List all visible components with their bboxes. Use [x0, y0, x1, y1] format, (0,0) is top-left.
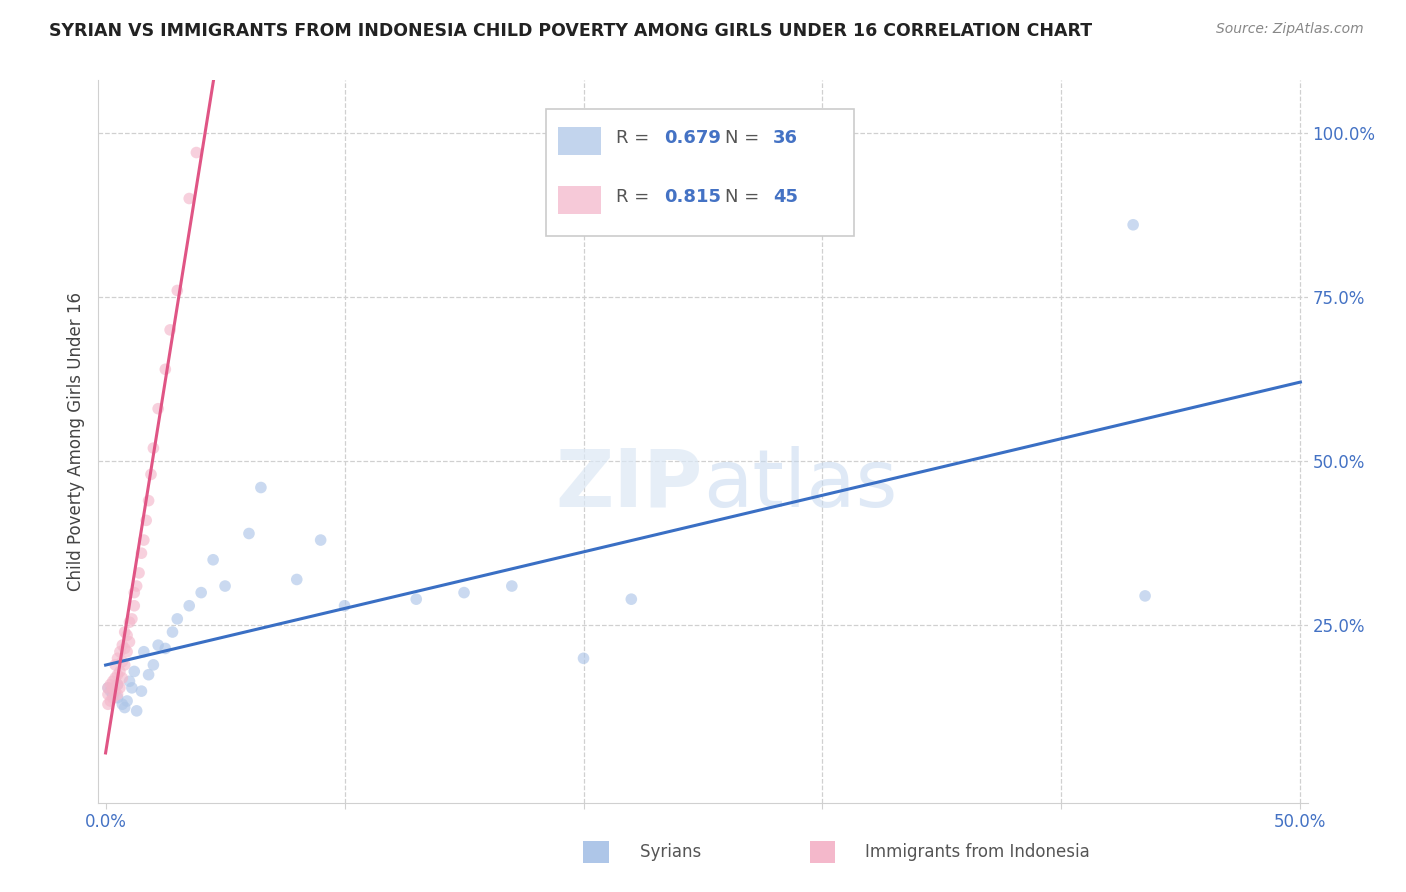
Point: [108, 645, 131, 659]
Point: [179, 192, 201, 206]
Point: [146, 638, 169, 652]
Point: [159, 323, 181, 337]
Point: [97, 681, 120, 695]
Point: [107, 677, 129, 691]
Point: [146, 401, 169, 416]
Point: [104, 671, 127, 685]
Point: [121, 612, 143, 626]
Point: [107, 690, 129, 705]
Point: [107, 667, 129, 681]
Text: SYRIAN VS IMMIGRANTS FROM INDONESIA CHILD POVERTY AMONG GIRLS UNDER 16 CORRELATI: SYRIAN VS IMMIGRANTS FROM INDONESIA CHIL…: [49, 22, 1092, 40]
Point: [138, 667, 160, 681]
Point: [155, 641, 177, 656]
Text: 0.679: 0.679: [664, 128, 721, 146]
Point: [107, 687, 129, 701]
Point: [115, 694, 138, 708]
Text: 36: 36: [773, 128, 799, 146]
Point: [142, 657, 165, 672]
Bar: [558, 128, 602, 154]
Point: [131, 546, 153, 560]
Point: [111, 698, 134, 712]
Point: [333, 599, 356, 613]
Point: [107, 677, 129, 691]
Point: [115, 645, 138, 659]
Point: [101, 681, 124, 695]
Point: [108, 665, 131, 679]
Point: [166, 284, 188, 298]
Point: [190, 585, 212, 599]
Point: [98, 677, 121, 691]
Point: [111, 671, 134, 685]
Text: R =: R =: [616, 188, 655, 206]
Point: [97, 687, 120, 701]
Point: [214, 579, 236, 593]
Point: [142, 441, 165, 455]
Point: [114, 657, 136, 672]
Y-axis label: Child Poverty Among Girls Under 16: Child Poverty Among Girls Under 16: [66, 292, 84, 591]
Point: [139, 467, 162, 482]
Point: [118, 674, 141, 689]
FancyBboxPatch shape: [546, 109, 855, 235]
Point: [101, 687, 124, 701]
Text: Source: ZipAtlas.com: Source: ZipAtlas.com: [1216, 22, 1364, 37]
Text: Immigrants from Indonesia: Immigrants from Indonesia: [844, 843, 1090, 861]
Point: [135, 513, 157, 527]
Point: [162, 625, 184, 640]
Point: [115, 628, 138, 642]
Point: [118, 635, 141, 649]
Point: [285, 573, 308, 587]
Point: [138, 493, 160, 508]
Point: [405, 592, 427, 607]
Point: [98, 694, 121, 708]
Text: 0.815: 0.815: [664, 188, 721, 206]
Point: [114, 700, 136, 714]
Text: atlas: atlas: [703, 446, 897, 524]
Point: [309, 533, 332, 547]
Point: [186, 145, 208, 160]
Point: [118, 615, 141, 630]
Point: [111, 655, 134, 669]
Point: [179, 599, 201, 613]
Bar: [558, 186, 602, 214]
Point: [114, 625, 136, 640]
Point: [238, 526, 260, 541]
Point: [111, 638, 134, 652]
Point: [114, 641, 136, 656]
Point: [453, 585, 475, 599]
Text: 45: 45: [773, 188, 799, 206]
Point: [155, 362, 177, 376]
Point: [250, 481, 273, 495]
Point: [107, 651, 129, 665]
Point: [1133, 589, 1156, 603]
Text: R =: R =: [616, 128, 655, 146]
Point: [97, 681, 120, 695]
Text: N =: N =: [724, 188, 765, 206]
Text: ZIP: ZIP: [555, 446, 703, 524]
Point: [121, 681, 143, 695]
Point: [202, 553, 225, 567]
Point: [122, 599, 145, 613]
Point: [101, 690, 124, 705]
Point: [104, 657, 127, 672]
Point: [132, 533, 155, 547]
Text: Syrians: Syrians: [619, 843, 700, 861]
Point: [128, 566, 150, 580]
Point: [122, 585, 145, 599]
Point: [620, 592, 643, 607]
Point: [166, 612, 188, 626]
Point: [501, 579, 523, 593]
Point: [572, 651, 595, 665]
Point: [101, 674, 124, 689]
Point: [104, 684, 127, 698]
Point: [131, 684, 153, 698]
Text: N =: N =: [724, 128, 765, 146]
Point: [122, 665, 145, 679]
Point: [108, 681, 131, 695]
Point: [98, 684, 121, 698]
Point: [97, 698, 120, 712]
Point: [125, 579, 148, 593]
Point: [1122, 218, 1144, 232]
Point: [132, 645, 155, 659]
Point: [125, 704, 148, 718]
